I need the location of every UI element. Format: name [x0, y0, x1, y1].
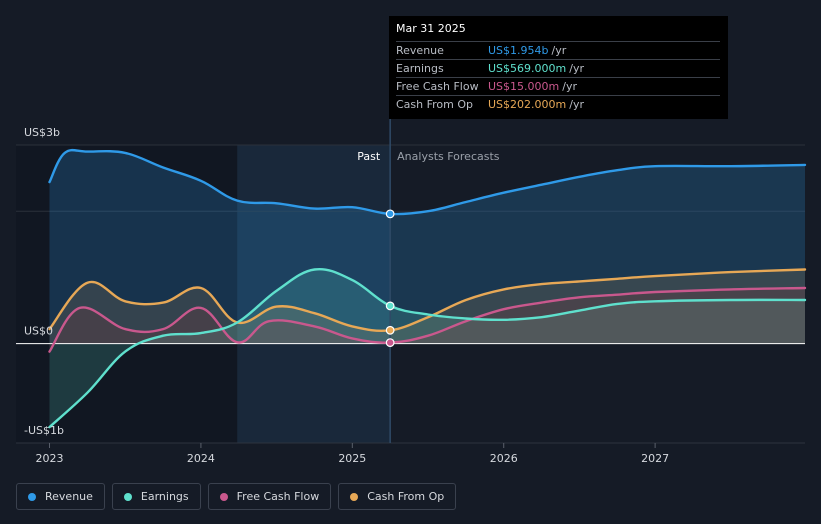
- x-tick-label: 2024: [187, 452, 215, 465]
- marker-revenue: [385, 209, 395, 219]
- marker-earnings: [385, 301, 395, 311]
- tooltip-unit: /yr: [569, 98, 584, 111]
- marker-cash-from-op: [385, 325, 395, 335]
- y-axis-label: -US$1b: [24, 424, 64, 437]
- legend-label: Cash From Op: [367, 490, 445, 503]
- legend-label: Revenue: [45, 490, 93, 503]
- legend-item-earnings[interactable]: Earnings: [111, 483, 201, 510]
- legend-dot-icon: [28, 492, 36, 501]
- tooltip-label: Cash From Op: [396, 98, 474, 111]
- x-tick-label: 2025: [338, 452, 366, 465]
- legend-item-revenue[interactable]: Revenue: [16, 483, 105, 510]
- tooltip-value: US$202.000m: [488, 98, 567, 111]
- area-cash-from-op: [49, 269, 805, 344]
- y-axis-label: US$0: [24, 325, 53, 338]
- forecast-label: Analysts Forecasts: [397, 150, 500, 163]
- tooltip-unit: /yr: [569, 62, 584, 75]
- legend-dot-icon: [350, 492, 359, 501]
- y-axis-label: US$3b: [24, 126, 60, 139]
- legend-label: Free Cash Flow: [236, 490, 320, 503]
- tooltip-label: Revenue: [396, 44, 444, 57]
- tooltip-date: Mar 31 2025: [396, 22, 466, 35]
- chart-legend: Revenue Earnings Free Cash Flow Cash Fro…: [16, 483, 457, 510]
- data-tooltip: Mar 31 2025 Revenue US$1.954b /yr Earnin…: [389, 16, 728, 119]
- tooltip-unit: /yr: [551, 44, 567, 57]
- x-tick-label: 2023: [36, 452, 64, 465]
- tooltip-unit: /yr: [562, 80, 577, 93]
- legend-dot-icon: [123, 492, 132, 501]
- legend-dot-icon: [219, 492, 228, 501]
- tooltip-row-free-cash-flow: Free Cash Flow US$15.000m /yr: [396, 77, 720, 95]
- legend-label: Earnings: [140, 490, 189, 503]
- past-history-background: [16, 145, 238, 443]
- x-tick-label: 2027: [641, 452, 669, 465]
- tooltip-value: US$1.954b: [488, 44, 549, 57]
- legend-item-cash-from-op[interactable]: Cash From Op: [338, 483, 457, 510]
- tooltip-row-revenue: Revenue US$1.954b /yr: [396, 41, 720, 59]
- tooltip-label: Earnings: [396, 62, 444, 75]
- area-earnings: [49, 269, 805, 428]
- past-label: Past: [357, 150, 381, 163]
- tooltip-value: US$15.000m: [488, 80, 560, 93]
- line-revenue: [48, 148, 807, 216]
- tooltip-value: US$569.000m: [488, 62, 567, 75]
- past-highlight-band: [237, 145, 391, 443]
- marker-free-cash-flow: [385, 338, 395, 348]
- legend-item-free-cash-flow[interactable]: Free Cash Flow: [207, 483, 332, 510]
- x-tick-label: 2026: [490, 452, 518, 465]
- tooltip-row-cash-from-op: Cash From Op US$202.000m /yr: [396, 95, 720, 113]
- tooltip-row-earnings: Earnings US$569.000m /yr: [396, 59, 720, 77]
- tooltip-label: Free Cash Flow: [396, 80, 479, 93]
